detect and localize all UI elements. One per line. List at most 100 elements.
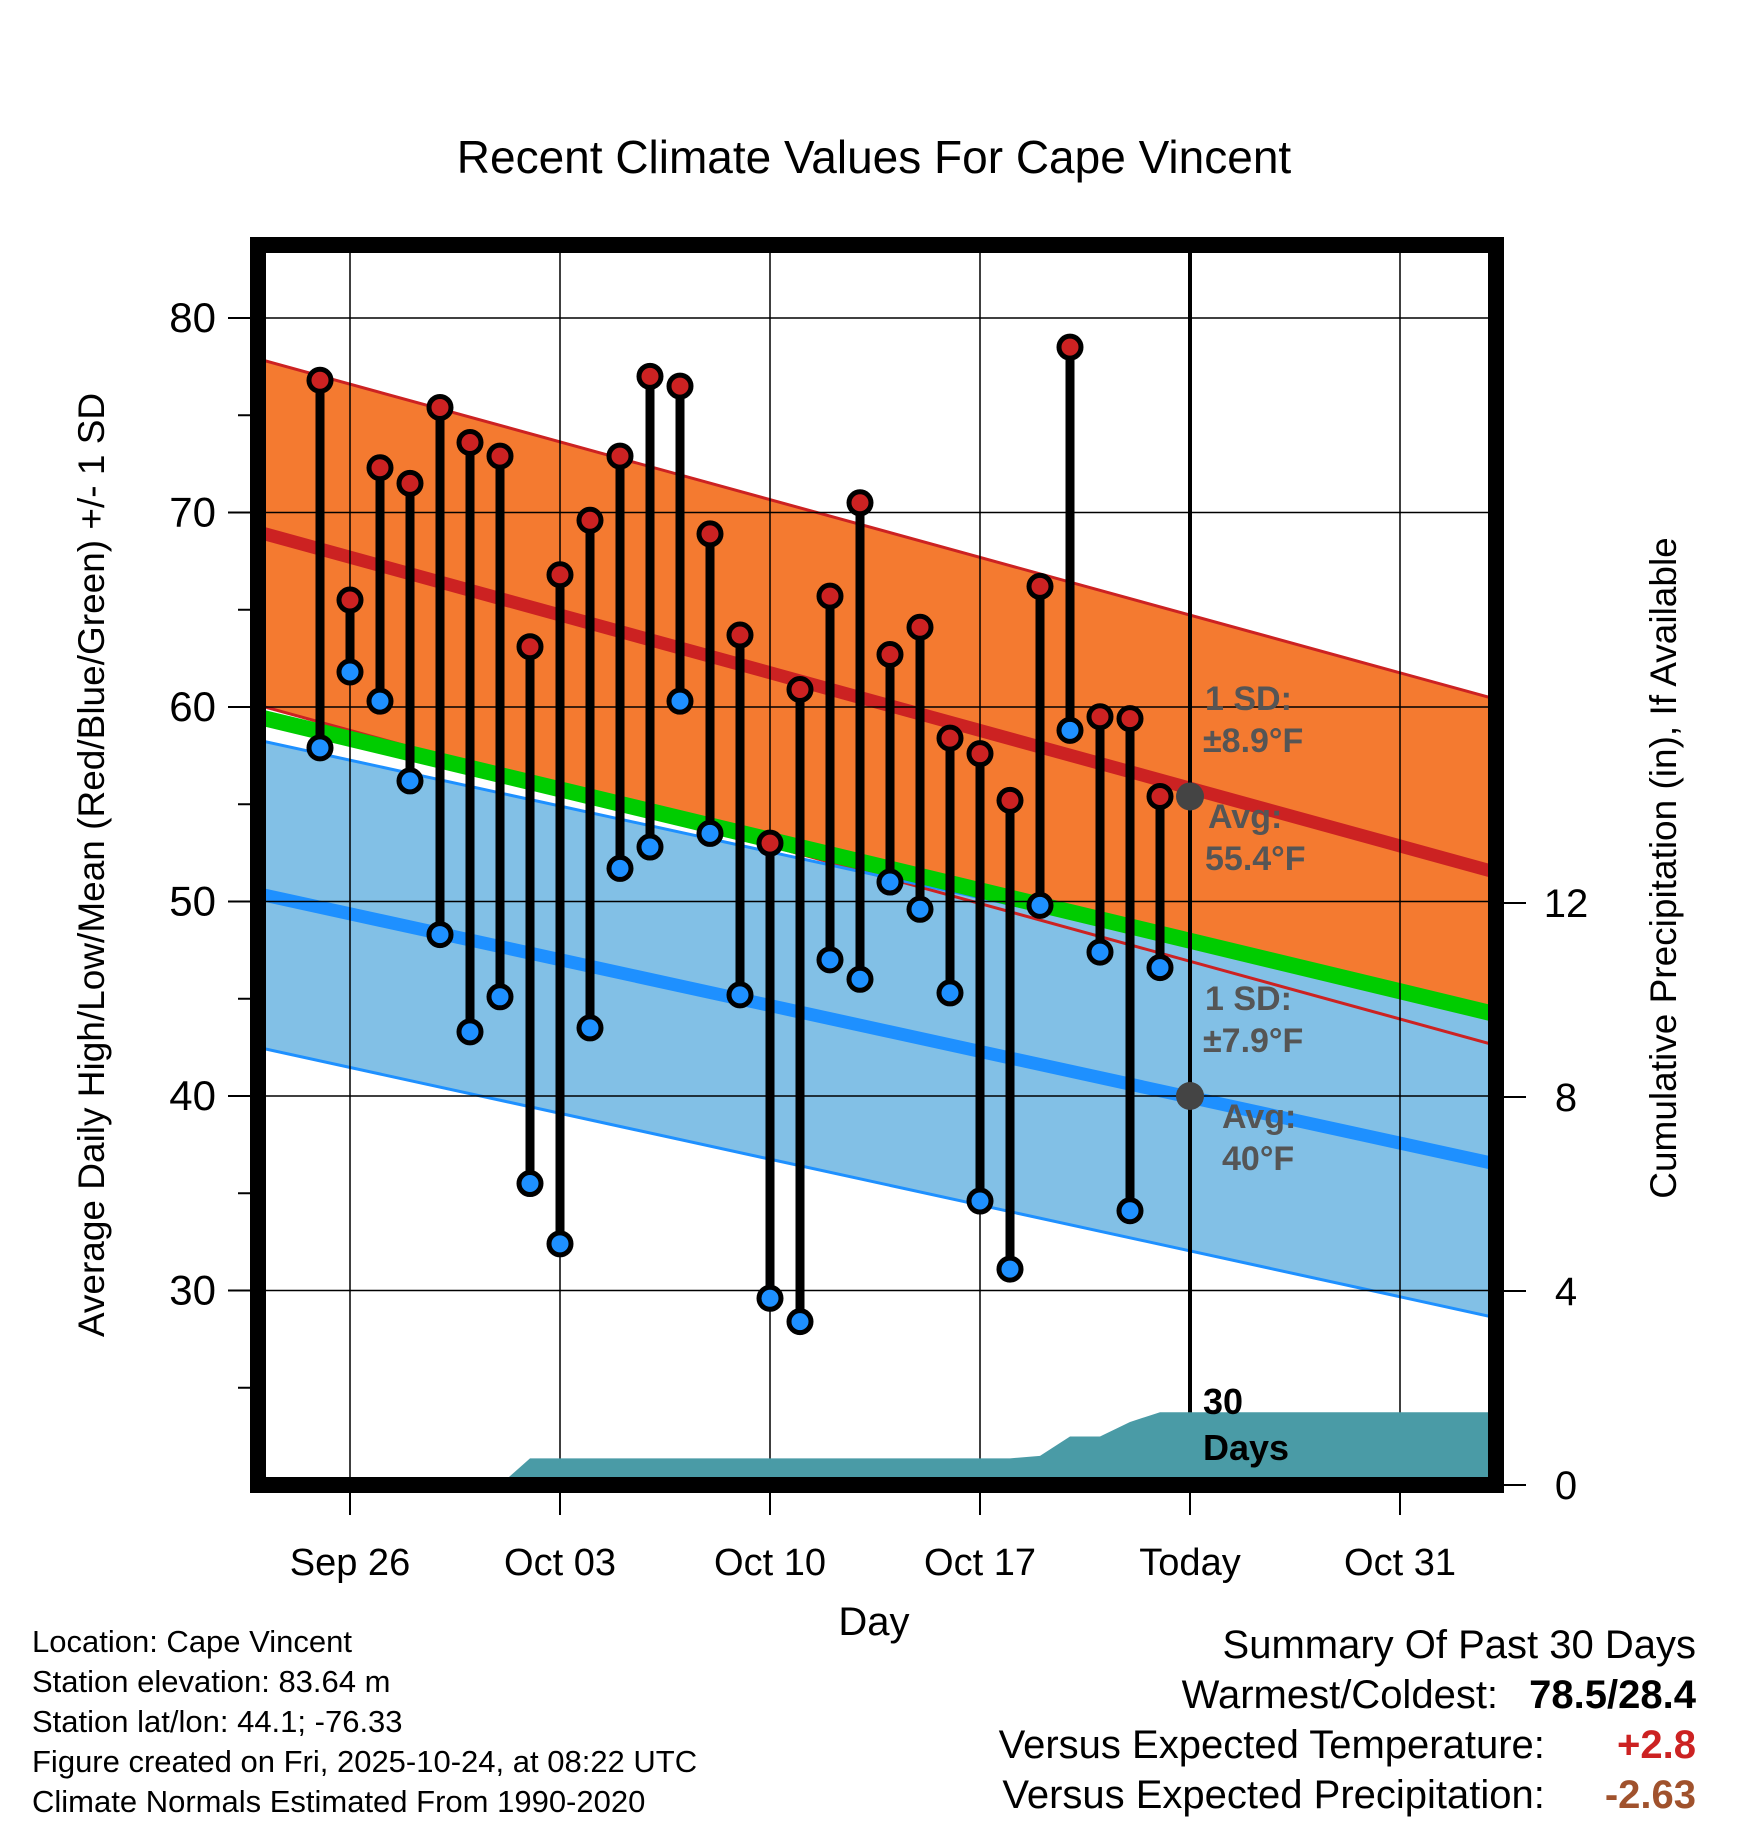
- x-tick-label: Oct 31: [1344, 1542, 1456, 1584]
- low-point: [1056, 716, 1084, 744]
- warm-cold-value: 78.5/28.4: [1529, 1673, 1696, 1717]
- low-point: [306, 734, 334, 762]
- warm-cold-label: Warmest/Coldest:: [1181, 1673, 1499, 1717]
- summary-warm-cold: Warmest/Coldest: 78.5/28.4: [999, 1670, 1696, 1720]
- precip-area: [500, 1412, 1496, 1485]
- y-tick-label: 30: [169, 1267, 216, 1314]
- info-location: Location: Cape Vincent: [32, 1624, 352, 1659]
- today-high-avg-dot: [1176, 782, 1204, 811]
- y-axis-label: Average Daily High/Low/Mean (Red/Blue/Gr…: [71, 393, 112, 1337]
- low-point: [786, 1308, 814, 1336]
- high-point: [486, 442, 514, 470]
- low-point: [816, 946, 844, 974]
- low-point: [366, 687, 394, 715]
- period-number: 30: [1203, 1381, 1243, 1422]
- high-point: [876, 640, 904, 668]
- y2-tick-label: 12: [1544, 882, 1589, 926]
- x-axis-label: Day: [838, 1600, 909, 1644]
- y-tick-label: 50: [169, 878, 216, 925]
- high-point: [426, 393, 454, 421]
- high-point: [696, 520, 724, 548]
- y-tick-label: 80: [169, 294, 216, 341]
- low-point: [336, 658, 364, 686]
- temp-label: Versus Expected Temperature:: [998, 1723, 1545, 1767]
- y2-tick-label: 4: [1555, 1270, 1577, 1314]
- y2-axis-label: Cumulative Precipitation (in), If Availa…: [1643, 537, 1684, 1199]
- station-info: Location: Cape Vincent Station elevation…: [32, 1622, 697, 1822]
- high-point: [576, 506, 604, 534]
- low-band-lower-edge: [258, 1045, 1496, 1320]
- y2-tick-label: 0: [1555, 1464, 1577, 1508]
- y-tick-label: 70: [169, 489, 216, 536]
- high-point: [1026, 572, 1054, 600]
- low-point: [1146, 954, 1174, 982]
- y-tick-label: 60: [169, 683, 216, 730]
- normal-high-line: [258, 525, 1496, 879]
- x-tick-label: Oct 17: [924, 1542, 1036, 1584]
- period-unit: Days: [1203, 1427, 1289, 1468]
- x-tick-label: Sep 26: [290, 1542, 410, 1584]
- low-point: [576, 1014, 604, 1042]
- low-point: [906, 895, 934, 923]
- low-point: [666, 687, 694, 715]
- high-point: [786, 675, 814, 703]
- low-point: [876, 868, 904, 896]
- axes: 30 40 50 60 70 80 0 4 8 12 Sep 26 Oct 03 Oct 10 Oct 1…: [169, 294, 1588, 1584]
- low-point: [426, 921, 454, 949]
- low-point: [486, 983, 514, 1011]
- high-point: [1086, 703, 1114, 731]
- x-tick-label: Today: [1139, 1542, 1240, 1584]
- low-avg-label: Avg:: [1222, 1098, 1296, 1136]
- high-point: [846, 489, 874, 517]
- low-point: [846, 965, 874, 993]
- low-point: [696, 819, 724, 847]
- temp-value: +2.8: [1617, 1723, 1696, 1767]
- summary-panel: Summary Of Past 30 Days Warmest/Coldest:…: [999, 1620, 1696, 1820]
- x-tick-label: Oct 03: [504, 1542, 616, 1584]
- low-point: [996, 1255, 1024, 1283]
- chart-title: Recent Climate Values For Cape Vincent: [457, 131, 1292, 183]
- high-point: [606, 442, 634, 470]
- high-point: [1056, 333, 1084, 361]
- high-sd-value: ±8.9°F: [1203, 722, 1303, 760]
- low-point: [606, 854, 634, 882]
- low-point: [1026, 891, 1054, 919]
- high-point: [756, 829, 784, 857]
- high-point: [546, 561, 574, 589]
- low-point: [516, 1170, 544, 1198]
- high-band-upper-edge: [258, 357, 1496, 701]
- high-sd-label: 1 SD:: [1205, 680, 1292, 718]
- high-point: [936, 724, 964, 752]
- low-point: [756, 1284, 784, 1312]
- high-avg-value: 55.4°F: [1205, 840, 1306, 878]
- low-avg-value: 40°F: [1222, 1140, 1294, 1178]
- high-point: [456, 428, 484, 456]
- low-point: [636, 833, 664, 861]
- normal-low-line: [258, 887, 1496, 1171]
- normal-bands: [258, 357, 1496, 1320]
- low-point: [456, 1018, 484, 1046]
- y-tick-label: 40: [169, 1072, 216, 1119]
- high-point: [666, 372, 694, 400]
- high-point: [516, 633, 544, 661]
- high-point: [306, 366, 334, 394]
- high-point: [366, 454, 394, 482]
- low-point: [726, 981, 754, 1009]
- summary-temp: Versus Expected Temperature: +2.8: [999, 1720, 1696, 1770]
- precip-value: -2.63: [1604, 1773, 1696, 1817]
- plot-frame: [250, 237, 1504, 1493]
- info-latlon: Station lat/lon: 44.1; -76.33: [32, 1704, 403, 1739]
- high-point: [636, 362, 664, 390]
- low-sd-value: ±7.9°F: [1203, 1022, 1303, 1060]
- summary-precip: Versus Expected Precipitation: -2.63: [999, 1770, 1696, 1820]
- annotations: 1 SD: ±8.9°F Avg: 55.4°F 1 SD: ±7.9°F Avg: 40°F…: [1176, 680, 1306, 1468]
- precipitation-area: [500, 1412, 1496, 1485]
- daily-temperature-sticks: [306, 333, 1174, 1336]
- low-point: [966, 1187, 994, 1215]
- low-sd-label: 1 SD:: [1205, 980, 1292, 1018]
- high-point: [1116, 705, 1144, 733]
- high-point: [726, 621, 754, 649]
- y2-tick-label: 8: [1555, 1076, 1577, 1120]
- low-point: [1116, 1197, 1144, 1225]
